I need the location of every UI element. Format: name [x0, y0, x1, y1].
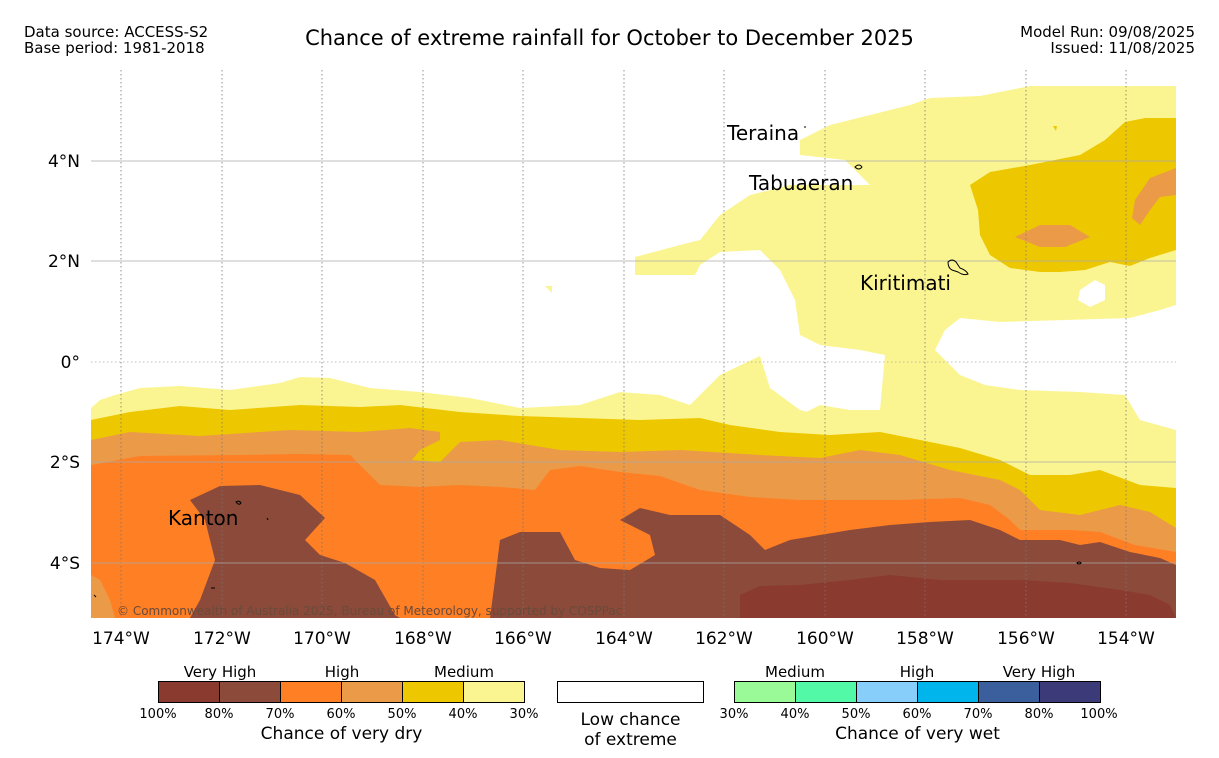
dry-40-30-fleck: [1053, 126, 1057, 131]
y-tick: 0°: [61, 353, 80, 373]
y-tick: 4°S: [50, 554, 80, 574]
x-tick: 156°W: [997, 629, 1055, 649]
island-outlines: [93, 126, 1082, 598]
dry-category-medium: Medium: [434, 663, 494, 681]
islet-2: [1076, 561, 1082, 565]
model-run-label: Model Run: 09/08/2025: [1020, 23, 1195, 41]
low-chance-hole-1: [1078, 280, 1105, 307]
wet-category-high: High: [899, 663, 935, 681]
dry-100-80-south: [740, 575, 1176, 618]
wet-tick: 50%: [841, 707, 871, 722]
map-title: Chance of extreme rainfall for October t…: [305, 26, 914, 50]
graticule: [91, 70, 1176, 618]
dry-swatch-70-60: [280, 682, 341, 702]
kiritimati-island: [947, 259, 969, 276]
y-tick: 2°N: [48, 252, 80, 272]
dry-swatch-40-30: [463, 682, 524, 702]
dry-60-50-northeast: [1132, 168, 1176, 225]
wet-swatch-60-70: [917, 682, 978, 702]
issued-label: Issued: 11/08/2025: [1050, 39, 1195, 57]
data-source-label: Data source: ACCESS-S2: [24, 23, 209, 41]
dry-swatch-100-80: [159, 682, 219, 702]
x-tick: 174°W: [92, 629, 150, 649]
x-tick: 158°W: [896, 629, 954, 649]
wet-swatch-30-40: [735, 682, 795, 702]
low-chance-swatch: [557, 681, 704, 703]
dry-60-50-northeast-2: [1015, 225, 1090, 247]
islet-4: [266, 517, 269, 521]
dry-80-70-south: [91, 485, 400, 618]
copyright-notice: © Commonwealth of Australia 2025, Bureau…: [117, 604, 622, 618]
x-tick: 170°W: [293, 629, 351, 649]
base-period-label: Base period: 1981-2018: [24, 39, 205, 57]
dry-tick: 30%: [509, 707, 539, 722]
low-caption-line1: Low chance: [580, 710, 681, 730]
x-tick: 172°W: [193, 629, 251, 649]
dry-tick: 80%: [204, 707, 234, 722]
wet-swatch-70-80: [978, 682, 1039, 702]
place-label-teraina: Teraina: [726, 121, 799, 145]
dry-40-30-fleck-2: [545, 286, 552, 293]
dry-tick: 60%: [326, 707, 356, 722]
wet-tick: 40%: [780, 707, 810, 722]
dry-tick: 50%: [387, 707, 417, 722]
dry-tick: 70%: [265, 707, 295, 722]
wet-swatch-40-50: [795, 682, 856, 702]
dry-caption: Chance of very dry: [260, 724, 423, 744]
dry-swatch-80-70: [219, 682, 280, 702]
low-swatch: [558, 682, 703, 702]
y-tick: 2°S: [50, 453, 80, 473]
x-tick: 160°W: [796, 629, 854, 649]
dry-colorbar: [158, 681, 525, 703]
dry-category-high: High: [324, 663, 360, 681]
low-caption-line2: of extreme: [584, 730, 677, 750]
wet-category-very-high: Very High: [1002, 663, 1076, 681]
islet-3: [93, 594, 97, 598]
x-tick: 162°W: [695, 629, 753, 649]
wet-swatch-50-60: [856, 682, 917, 702]
wet-colorbar: [734, 681, 1101, 703]
place-label-kanton: Kanton: [168, 506, 238, 530]
dry-swatch-50-40: [402, 682, 463, 702]
wet-tick: 70%: [963, 707, 993, 722]
x-axis-ticks: 174°W 172°W 170°W 168°W 166°W 164°W 162°…: [92, 629, 1155, 649]
x-tick: 164°W: [595, 629, 653, 649]
wet-tick: 30%: [719, 707, 749, 722]
probability-field: [91, 70, 1176, 618]
dry-tick: 100%: [139, 707, 177, 722]
y-axis-ticks: 4°N 2°N 0° 2°S 4°S: [48, 152, 80, 574]
wet-swatch-80-100: [1039, 682, 1100, 702]
x-tick: 168°W: [394, 629, 452, 649]
wet-category-medium: Medium: [765, 663, 825, 681]
dry-swatch-60-50: [341, 682, 402, 702]
kanton-island: [235, 500, 242, 505]
y-tick: 4°N: [48, 152, 80, 172]
wet-tick: 100%: [1080, 707, 1118, 722]
x-tick: 154°W: [1097, 629, 1155, 649]
dry-60-50-corner: [91, 575, 115, 618]
wet-caption: Chance of very wet: [835, 724, 1000, 744]
x-tick: 166°W: [494, 629, 552, 649]
dry-50-40-northeast: [970, 118, 1176, 272]
data-source-info: Data source: ACCESS-S2 Base period: 1981…: [24, 24, 208, 56]
place-label-kiritimati: Kiritimati: [860, 271, 951, 295]
wet-tick: 80%: [1024, 707, 1054, 722]
dry-category-very-high: Very High: [183, 663, 257, 681]
model-run-info: Model Run: 09/08/2025 Issued: 11/08/2025: [1020, 24, 1195, 56]
dry-tick: 40%: [448, 707, 478, 722]
tabuaeran-island: [854, 164, 863, 170]
place-label-tabuaeran: Tabuaeran: [748, 171, 853, 195]
wet-tick: 60%: [902, 707, 932, 722]
